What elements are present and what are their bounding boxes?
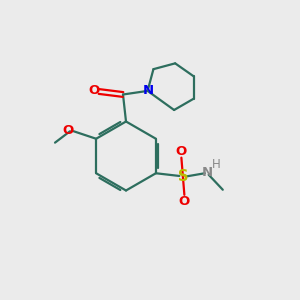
Text: O: O xyxy=(179,195,190,208)
Text: O: O xyxy=(63,124,74,137)
Text: O: O xyxy=(176,145,187,158)
Text: O: O xyxy=(88,84,99,98)
Text: N: N xyxy=(143,83,154,97)
Text: H: H xyxy=(212,158,220,171)
Text: N: N xyxy=(202,166,213,178)
Text: S: S xyxy=(178,169,188,184)
